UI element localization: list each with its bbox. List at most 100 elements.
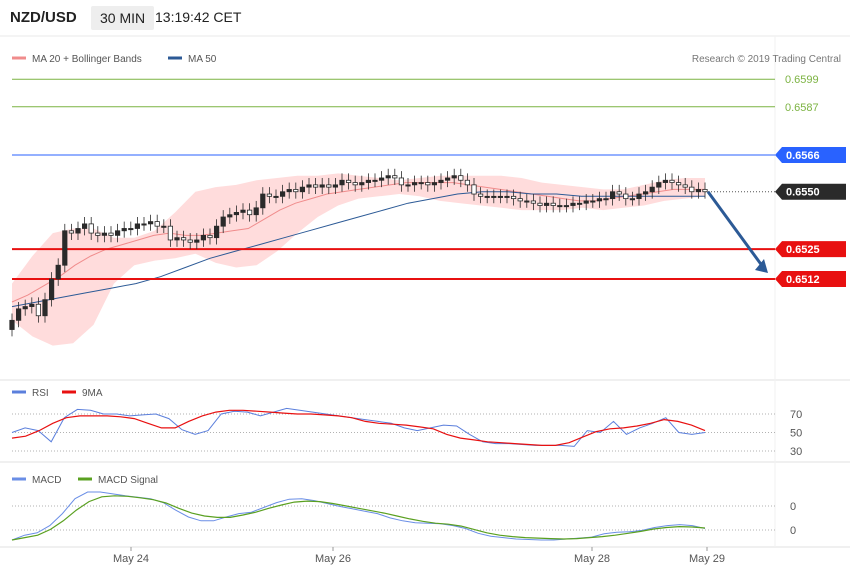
candle-body-down	[425, 182, 431, 186]
candle	[510, 189, 517, 206]
candle-body-up	[504, 195, 510, 198]
candle-body-up	[411, 182, 418, 186]
candle-body-up	[134, 223, 140, 229]
candle-body-up	[22, 306, 28, 310]
candle	[425, 175, 431, 192]
candle	[75, 221, 81, 240]
rsi-panel: 70 50 30	[11, 407, 802, 458]
price-levels: 0.6599 0.6587 0.6566 0.6525 0.6512 0.6550	[12, 74, 846, 287]
candle	[702, 182, 708, 199]
candle-body-up	[101, 232, 107, 236]
candle-body-up	[484, 195, 490, 198]
candle	[293, 182, 299, 199]
candle	[101, 226, 107, 243]
candle-body-up	[418, 182, 424, 185]
candle	[339, 173, 345, 192]
rsi-ma-line	[11, 409, 706, 446]
candle	[557, 198, 563, 213]
header-time: 13:19:42 CET	[155, 9, 242, 25]
candle-body-up	[9, 319, 15, 330]
candle	[530, 194, 537, 211]
candle	[273, 189, 279, 204]
candle	[636, 187, 642, 206]
candle	[524, 194, 530, 208]
candle-body-down	[392, 175, 398, 179]
candle	[405, 177, 411, 192]
candle-body-up	[444, 177, 451, 181]
candle-body-up	[128, 228, 134, 231]
candle-body-down	[352, 182, 358, 186]
candle	[253, 200, 259, 222]
bollinger-fill	[12, 173, 705, 346]
candle	[180, 230, 187, 247]
candle-body-up	[365, 179, 372, 183]
candle-body-up	[557, 205, 563, 208]
candle	[590, 194, 596, 208]
timeframe-selector[interactable]: 30 MIN	[91, 6, 155, 30]
resistance-label: 0.6599	[785, 74, 819, 86]
candle	[88, 217, 94, 240]
candle-body-up	[570, 202, 576, 206]
candle	[55, 258, 61, 286]
candle	[260, 187, 266, 215]
candle	[398, 171, 405, 192]
candle	[629, 191, 636, 206]
candle-body-up	[174, 237, 180, 241]
ma20-line	[11, 182, 705, 303]
candle-body-up	[649, 186, 655, 193]
candle-body-up	[55, 264, 61, 280]
candle	[121, 221, 127, 238]
candle-body-up	[319, 184, 325, 188]
candle	[497, 189, 504, 204]
candle	[161, 219, 167, 234]
candle	[359, 175, 365, 192]
rsi-tick-label: 30	[790, 446, 802, 458]
candle-body-up	[656, 182, 662, 188]
candle-body-up	[141, 223, 147, 226]
candle-body-up	[596, 198, 603, 202]
macd-tick-label: 0	[790, 501, 796, 513]
support-badge	[775, 241, 846, 258]
candle-body-up	[273, 195, 279, 198]
rsi-tick-label: 50	[790, 428, 802, 440]
candle-body-down	[207, 234, 213, 239]
support-badge-label: 0.6512	[786, 274, 820, 286]
x-tick-label: May 24	[113, 553, 149, 565]
support-badge	[775, 271, 846, 287]
candle	[49, 272, 55, 307]
candle-body-down	[180, 237, 187, 241]
candle-body-up	[62, 230, 68, 266]
candle	[220, 210, 226, 234]
macd-line	[11, 491, 706, 541]
candle-body-up	[161, 225, 167, 228]
projection-arrow-shaft	[706, 190, 765, 268]
rsi-tick-label: 70	[790, 409, 802, 421]
candle-body-down	[312, 184, 319, 188]
ma50-legend-label: MA 50	[188, 54, 217, 65]
instrument-pair[interactable]: NZD/USD	[10, 9, 77, 26]
candle	[477, 187, 484, 204]
x-axis: May 24 May 26 May 28 May 29	[113, 547, 725, 565]
candle-body-up	[372, 179, 378, 182]
candle	[352, 175, 358, 192]
candle-body-up	[233, 212, 239, 216]
candle-body-down	[187, 239, 193, 243]
candle	[174, 230, 180, 247]
candle-body-up	[260, 193, 266, 209]
candle-body-up	[121, 228, 127, 232]
candle-body-down	[167, 225, 173, 241]
candle	[385, 168, 391, 185]
candle	[200, 228, 206, 247]
candle-body-up	[227, 214, 233, 218]
candle-body-down	[537, 202, 543, 206]
candle-body-up	[339, 179, 345, 186]
candle-body-up	[15, 308, 22, 321]
candle	[299, 180, 306, 199]
candle-body-up	[629, 198, 636, 201]
candle	[141, 217, 147, 231]
candle	[115, 223, 121, 243]
candle-body-up	[378, 177, 385, 181]
candle-body-down	[458, 175, 464, 181]
candle-body-down	[550, 202, 556, 206]
candle	[95, 226, 101, 243]
